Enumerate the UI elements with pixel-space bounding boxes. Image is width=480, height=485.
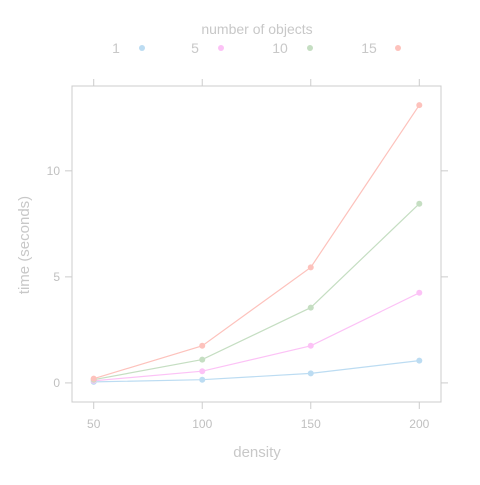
y-tick-label: 5 [53, 270, 60, 284]
x-tick-label: 100 [192, 417, 212, 431]
legend-label-5: 5 [191, 40, 199, 56]
legend-dot-10 [307, 45, 313, 51]
x-axis-label: density [233, 444, 281, 461]
data-point-5 [416, 289, 423, 296]
data-point-5 [199, 368, 206, 375]
legend-title: number of objects [201, 21, 312, 37]
legend: number of objects 1 5 10 15 [112, 21, 401, 56]
plot-border [71, 85, 442, 403]
data-point-15 [199, 342, 206, 349]
legend-label-10: 10 [272, 40, 288, 56]
legend-label-15: 15 [361, 40, 377, 56]
data-point-10 [416, 200, 423, 207]
series-line-15 [93, 104, 420, 380]
x-tick-label: 50 [87, 417, 101, 431]
data-point-1 [416, 357, 423, 364]
data-point-5 [307, 342, 314, 349]
y-axis-label: time (seconds) [16, 196, 33, 294]
legend-label-1: 1 [112, 40, 120, 56]
legend-dot-1 [139, 45, 145, 51]
series-line-1 [93, 360, 420, 383]
x-tick-label: 150 [301, 417, 321, 431]
data-point-1 [307, 370, 314, 377]
legend-dot-15 [395, 45, 401, 51]
data-point-15 [90, 375, 97, 382]
data-point-10 [199, 356, 206, 363]
series-line-10 [93, 203, 420, 381]
data-point-15 [416, 102, 423, 109]
x-tick-label: 200 [409, 417, 429, 431]
data-point-10 [307, 304, 314, 311]
series-line-5 [93, 292, 420, 382]
y-tick-label: 0 [53, 376, 60, 390]
legend-dot-5 [218, 45, 224, 51]
series-group [90, 102, 423, 385]
y-tick-label: 10 [47, 164, 61, 178]
axes: 50 100 150 200 0 5 10 [47, 79, 448, 431]
data-point-1 [199, 376, 206, 383]
data-point-15 [307, 264, 314, 271]
